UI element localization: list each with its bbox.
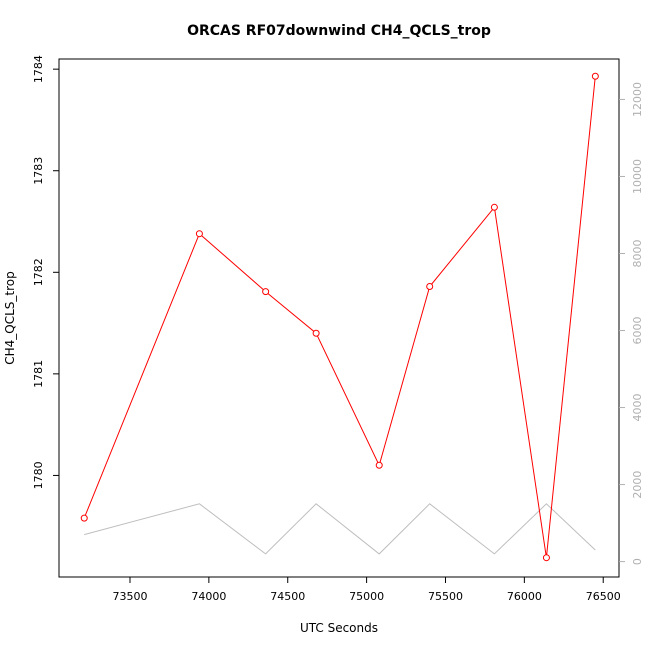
plot-frame — [58, 58, 620, 578]
y2-tick-label: 0 — [631, 558, 644, 565]
y-tick-label: 1782 — [32, 258, 45, 286]
y-tick-label: 1780 — [32, 461, 45, 489]
ch4-data-point — [195, 230, 203, 238]
y2-tick-label: 10000 — [631, 159, 644, 194]
ch4-data-point — [80, 514, 88, 522]
y2-tick-label: 2000 — [631, 471, 644, 499]
x-tick-label: 73500 — [112, 590, 147, 603]
ch4-data-point — [490, 203, 498, 211]
ch4-data-point — [591, 72, 599, 80]
x-tick-label: 75000 — [349, 590, 384, 603]
x-tick-label: 74000 — [191, 590, 226, 603]
y-tick-label: 1784 — [32, 55, 45, 83]
ch4-data-point — [375, 461, 383, 469]
x-tick-label: 76500 — [586, 590, 621, 603]
chart-title: ORCAS RF07downwind CH4_QCLS_trop — [187, 23, 491, 39]
x-tick-label: 74500 — [270, 590, 305, 603]
y-axis: 1780 1781 1782 1783 1784 — [32, 55, 59, 489]
x-tick-label: 75500 — [428, 590, 463, 603]
y2-axis: 0 2000 4000 6000 8000 10000 12000 — [619, 82, 644, 565]
x-axis: 73500 74000 74500 75000 75500 76000 76500 — [112, 577, 621, 603]
x-tick-label: 76000 — [507, 590, 542, 603]
x-axis-label: UTC Seconds — [300, 621, 378, 635]
y-axis-label: CH4_QCLS_trop — [3, 271, 17, 365]
altitude-series-line — [84, 503, 596, 555]
y-tick-label: 1781 — [32, 360, 45, 388]
y2-tick-label: 4000 — [631, 394, 644, 422]
y2-tick-label: 8000 — [631, 239, 644, 267]
y2-tick-label: 12000 — [631, 82, 644, 117]
ch4-data-point — [312, 329, 320, 337]
ch4-data-point — [426, 283, 434, 291]
y-tick-label: 1783 — [32, 157, 45, 185]
y2-tick-label: 6000 — [631, 317, 644, 345]
series-layer — [80, 72, 599, 562]
ch4-data-point — [542, 554, 550, 562]
ch4-data-point — [262, 288, 270, 296]
